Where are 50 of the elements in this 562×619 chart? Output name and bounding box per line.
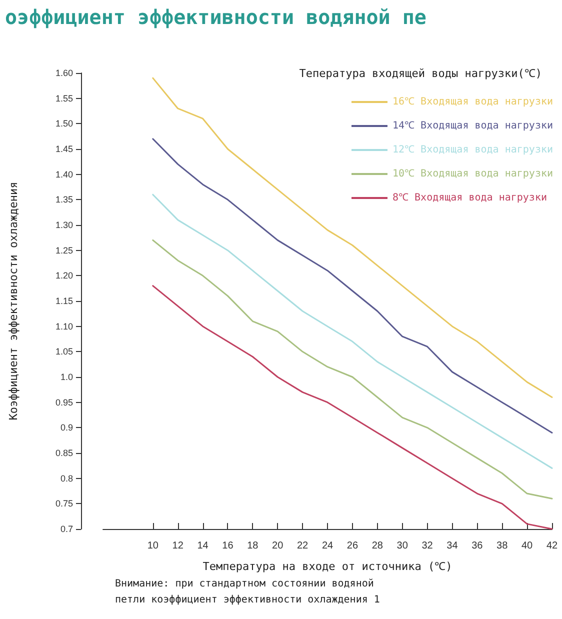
y-tick-label: 1.40 xyxy=(55,169,73,180)
y-tick-label: 0.9 xyxy=(60,422,73,433)
x-tick-label: 26 xyxy=(346,540,358,552)
x-tick-label: 42 xyxy=(546,540,558,552)
text: Внимание: при стандартном состоянии водяной петли коэффициент эффективности охлаждения 1 xyxy=(115,578,380,606)
x-tick-label: 38 xyxy=(496,540,508,552)
legend-label: 8℃ Входящая вода нагрузки xyxy=(392,192,547,204)
x-tick-label: 14 xyxy=(197,540,209,552)
y-tick-label: 1.05 xyxy=(55,346,73,357)
y-tick-label: 1.10 xyxy=(55,321,73,332)
legend-label: 14℃ Входящая вода нагрузки xyxy=(392,120,554,132)
y-tick-label: 0.8 xyxy=(60,473,73,484)
x-axis-title: Температура на входе от источника (℃) xyxy=(202,560,452,573)
line-series xyxy=(152,194,553,469)
chart-title: оэффициент эффективности водяной пе xyxy=(5,5,426,29)
legend-title: Тепература входящей воды нагрузки(℃) xyxy=(299,67,542,80)
x-tick-label: 12 xyxy=(172,540,184,552)
line-series xyxy=(152,239,553,500)
y-tick-label: 1.15 xyxy=(55,296,73,306)
y-tick-label: 0.7 xyxy=(60,524,73,534)
x-tick-label: 34 xyxy=(446,540,458,552)
y-tick-label: 1.35 xyxy=(55,194,73,205)
x-tick-label: 28 xyxy=(372,540,384,552)
x-tick-label: 36 xyxy=(472,540,484,552)
y-tick-label: 1.0 xyxy=(60,372,73,382)
y-tick-label: 1.20 xyxy=(55,270,73,281)
legend-label: 12℃ Входящая вода нагрузки xyxy=(392,144,554,156)
y-tick-label: 1.45 xyxy=(55,144,73,154)
line-series xyxy=(152,138,553,434)
y-tick-label: 0.95 xyxy=(55,397,73,408)
x-tick-label: 10 xyxy=(147,540,159,552)
y-tick-label: 1.55 xyxy=(55,93,73,104)
y-axis-title: Коэффициент эффективности охлаждения xyxy=(7,182,20,420)
line-series xyxy=(152,285,553,530)
legend-label: 16℃ Входящая вода нагрузки xyxy=(392,96,554,108)
x-tick-label: 40 xyxy=(521,540,534,552)
y-tick-label: 1.50 xyxy=(55,118,73,129)
x-tick-label: 16 xyxy=(222,540,234,552)
x-tick-label: 24 xyxy=(322,540,334,552)
y-tick-label: 1.25 xyxy=(55,245,73,256)
y-tick-label: 1.60 xyxy=(55,68,73,78)
x-tick-label: 32 xyxy=(422,540,434,552)
y-tick-label: 0.85 xyxy=(55,448,73,458)
x-tick-label: 18 xyxy=(247,540,259,552)
y-tick-label: 1.30 xyxy=(55,220,73,230)
x-tick-label: 22 xyxy=(296,540,309,552)
y-tick-label: 0.75 xyxy=(55,498,73,509)
x-tick-label: 30 xyxy=(396,540,408,552)
legend-label: 10℃ Входящая вода нагрузки xyxy=(392,168,554,180)
x-tick-label: 20 xyxy=(272,540,284,552)
